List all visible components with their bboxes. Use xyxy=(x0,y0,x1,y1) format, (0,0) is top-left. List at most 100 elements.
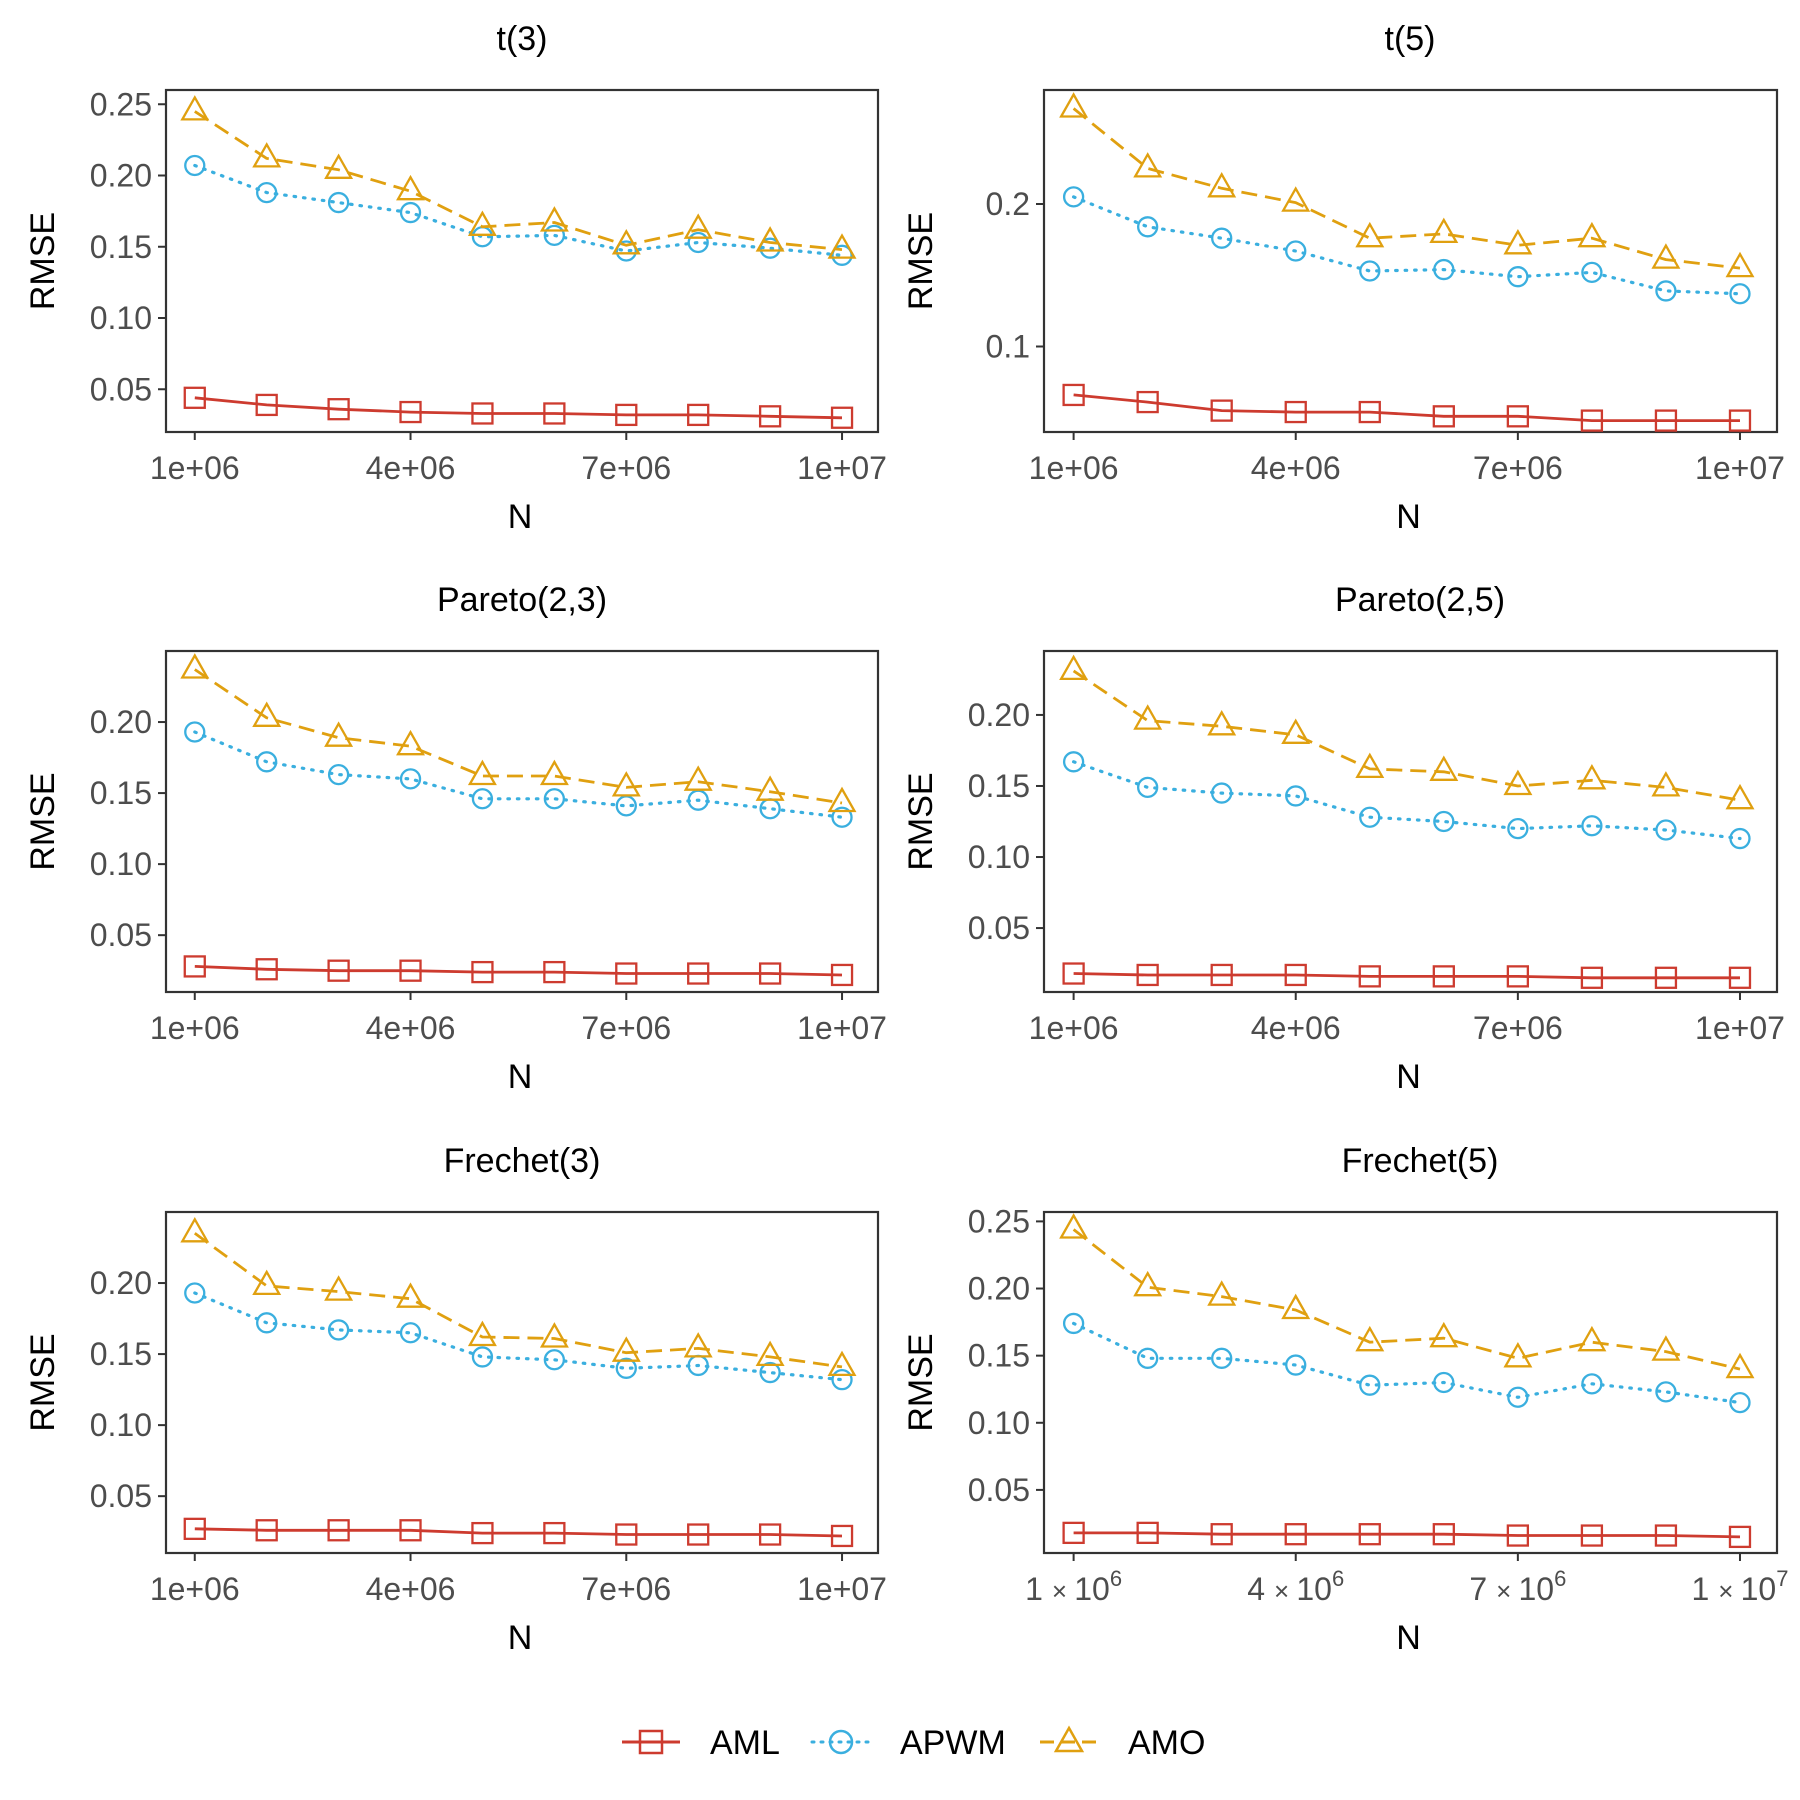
data-point-apwm xyxy=(399,1322,422,1344)
legend-item-amo: AMO xyxy=(1040,1724,1205,1762)
y-tick-label: 0.10 xyxy=(968,839,1030,875)
data-point-amo xyxy=(1133,704,1163,730)
data-point-aml xyxy=(1210,399,1233,422)
data-point-apwm xyxy=(1062,186,1085,208)
data-point-amo xyxy=(252,142,282,168)
panel-1: t(3) 0.05 0.10 0.15 0.20 0.25 1e+06 4e+06 7e+06 1… xyxy=(24,20,887,536)
data-point-apwm xyxy=(1729,1391,1751,1414)
y-tick-label: 0.10 xyxy=(968,1405,1030,1441)
series-line-amo xyxy=(1072,107,1741,270)
data-point-apwm xyxy=(184,721,206,743)
data-point-apwm xyxy=(1359,1374,1381,1396)
panel-frame xyxy=(1042,1210,1779,1555)
data-point-aml xyxy=(543,960,566,984)
data-point-aml xyxy=(1284,963,1307,987)
data-point-aml xyxy=(1432,405,1455,428)
data-point-aml xyxy=(615,403,638,427)
data-point-amo xyxy=(1725,251,1755,278)
data-point-amo xyxy=(1355,221,1385,248)
data-point-aml xyxy=(1654,409,1678,432)
data-point-apwm xyxy=(1137,776,1159,799)
series-amo xyxy=(1059,654,1755,810)
data-point-amo xyxy=(252,1269,282,1296)
x-tick-label: 4e+06 xyxy=(366,1010,456,1046)
legend-item-apwm: APWM xyxy=(810,1724,1006,1762)
data-point-apwm xyxy=(256,1312,278,1334)
data-point-amo xyxy=(396,729,425,756)
x-tick-label: 7e+06 xyxy=(581,1571,671,1607)
panel-frame xyxy=(164,1210,880,1555)
data-point-aml xyxy=(183,1517,206,1540)
data-point-amo xyxy=(755,226,785,252)
data-point-amo xyxy=(611,771,641,797)
data-point-amo xyxy=(1355,752,1385,779)
data-point-amo xyxy=(1133,152,1163,178)
series-line-amo xyxy=(194,110,843,251)
data-point-apwm xyxy=(687,231,709,254)
data-point-aml xyxy=(615,962,638,985)
y-tick-label: 0.20 xyxy=(90,158,152,194)
data-point-aml xyxy=(758,1523,782,1546)
data-point-aml xyxy=(1728,966,1752,989)
data-point-amo xyxy=(1133,1270,1163,1297)
data-point-aml xyxy=(399,400,422,424)
data-point-amo xyxy=(755,775,785,801)
data-point-apwm xyxy=(1729,827,1751,850)
x-tick-label: 1e+06 xyxy=(150,1010,240,1046)
data-point-apwm xyxy=(1062,751,1085,773)
data-point-amo xyxy=(755,1340,785,1367)
data-point-apwm xyxy=(1285,785,1307,807)
series-apwm xyxy=(184,1282,853,1391)
legend-amo-label: AMO xyxy=(1128,1724,1205,1762)
data-point-aml xyxy=(255,958,278,981)
data-point-apwm xyxy=(256,181,278,204)
data-point-amo xyxy=(1207,709,1237,736)
data-point-aml xyxy=(1654,1524,1678,1547)
series-aml xyxy=(183,955,854,987)
x-tick-label: 1e+07 xyxy=(797,1571,887,1607)
data-point-aml xyxy=(399,1519,422,1542)
legend-apwm-label: APWM xyxy=(900,1724,1006,1762)
x-tick-label: 7 × 106 xyxy=(1469,1566,1566,1607)
data-point-amo xyxy=(539,1322,569,1348)
series-line-aml xyxy=(194,965,843,977)
data-point-apwm xyxy=(1285,1354,1307,1376)
data-point-aml xyxy=(471,1521,494,1545)
data-point-aml xyxy=(1136,963,1159,987)
y-axis-label: RMSE xyxy=(902,1333,940,1431)
data-point-aml xyxy=(830,1524,854,1548)
data-point-apwm xyxy=(256,751,278,773)
panel-frame xyxy=(1042,649,1779,994)
data-point-amo xyxy=(827,1350,857,1377)
data-point-apwm xyxy=(1655,280,1677,302)
data-point-amo xyxy=(611,228,641,255)
legend-item-aml: AML xyxy=(622,1724,780,1762)
data-point-aml xyxy=(471,960,494,984)
data-point-aml xyxy=(1358,1523,1381,1546)
data-point-apwm xyxy=(831,1369,853,1391)
data-point-aml xyxy=(1728,1525,1752,1549)
data-point-amo xyxy=(827,786,857,813)
data-point-apwm xyxy=(1581,1373,1603,1395)
data-point-amo xyxy=(467,210,497,236)
data-point-aml xyxy=(687,1523,710,1546)
x-tick-label: 1e+07 xyxy=(1695,450,1785,486)
series-apwm xyxy=(1062,1312,1751,1414)
x-tick-label: 1 × 106 xyxy=(1025,1566,1122,1607)
data-point-amo xyxy=(467,1320,497,1347)
data-point-aml xyxy=(327,1519,350,1542)
data-point-aml xyxy=(1506,405,1530,428)
series-amo xyxy=(180,1216,857,1377)
data-point-amo xyxy=(1059,92,1089,118)
y-tick-label: 0.15 xyxy=(968,768,1030,804)
panel-6: Frechet(5) 0.05 0.10 0.15 0.20 0.25 1 × 106 4 ×… xyxy=(902,1142,1788,1657)
x-axis-label: N xyxy=(1396,1619,1421,1657)
data-point-apwm xyxy=(1211,782,1233,804)
y-tick-label: 0.25 xyxy=(968,1203,1030,1239)
legend-aml-label: AML xyxy=(710,1724,780,1762)
data-point-amo xyxy=(1503,769,1533,796)
y-tick-label: 0.15 xyxy=(90,1336,152,1372)
data-point-apwm xyxy=(1359,806,1381,828)
panel-frame xyxy=(164,649,880,994)
